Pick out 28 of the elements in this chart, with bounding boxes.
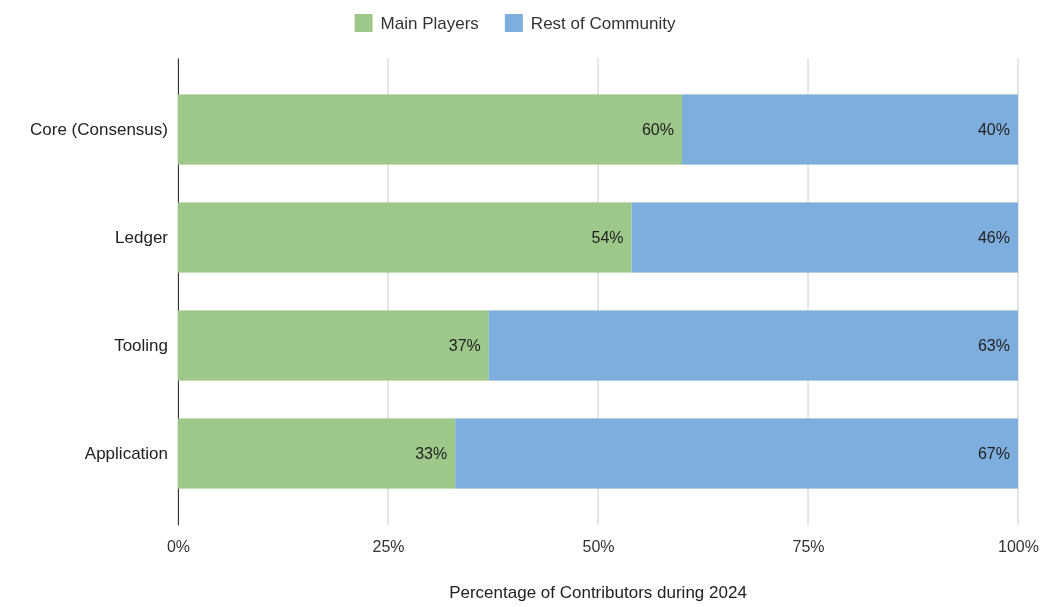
- legend-label: Main Players: [380, 13, 479, 33]
- data-label: 67%: [977, 445, 1010, 463]
- data-label: 37%: [448, 337, 481, 355]
- bar: [178, 94, 682, 165]
- y-tick-label: Tooling: [114, 335, 168, 355]
- bar: [682, 94, 1018, 165]
- x-tick-label: 50%: [582, 538, 615, 556]
- data-label: 46%: [977, 229, 1010, 247]
- data-label: 40%: [977, 121, 1010, 139]
- bar: [631, 202, 1018, 273]
- y-tick-label: Ledger: [115, 227, 169, 247]
- y-tick-label: Core (Consensus): [30, 119, 168, 139]
- x-axis-title: Percentage of Contributors during 2024: [449, 583, 747, 602]
- x-tick-label: 75%: [792, 538, 825, 556]
- bar: [488, 310, 1018, 381]
- data-label: 60%: [641, 121, 674, 139]
- x-tick-label: 0%: [166, 538, 191, 556]
- bar: [178, 310, 489, 381]
- bar: [455, 418, 1018, 489]
- data-label: 33%: [415, 445, 448, 463]
- bar: [178, 202, 632, 273]
- data-label: 63%: [977, 337, 1010, 355]
- x-tick-label: 25%: [372, 538, 405, 556]
- data-label: 54%: [591, 229, 624, 247]
- y-tick-label: Application: [84, 443, 168, 463]
- x-tick-label: 100%: [998, 538, 1039, 556]
- legend-label: Rest of Community: [530, 13, 676, 33]
- bar: [178, 418, 456, 489]
